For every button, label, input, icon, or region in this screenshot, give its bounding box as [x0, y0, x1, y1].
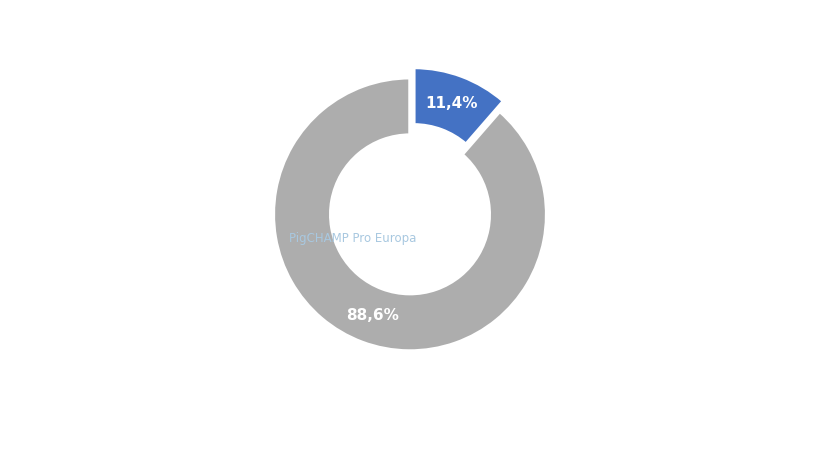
- Wedge shape: [273, 78, 546, 351]
- Text: PigCHAMP Pro Europa: PigCHAMP Pro Europa: [288, 232, 416, 245]
- Wedge shape: [414, 67, 503, 144]
- Text: 88,6%: 88,6%: [346, 308, 398, 323]
- Text: 11,4%: 11,4%: [425, 95, 477, 111]
